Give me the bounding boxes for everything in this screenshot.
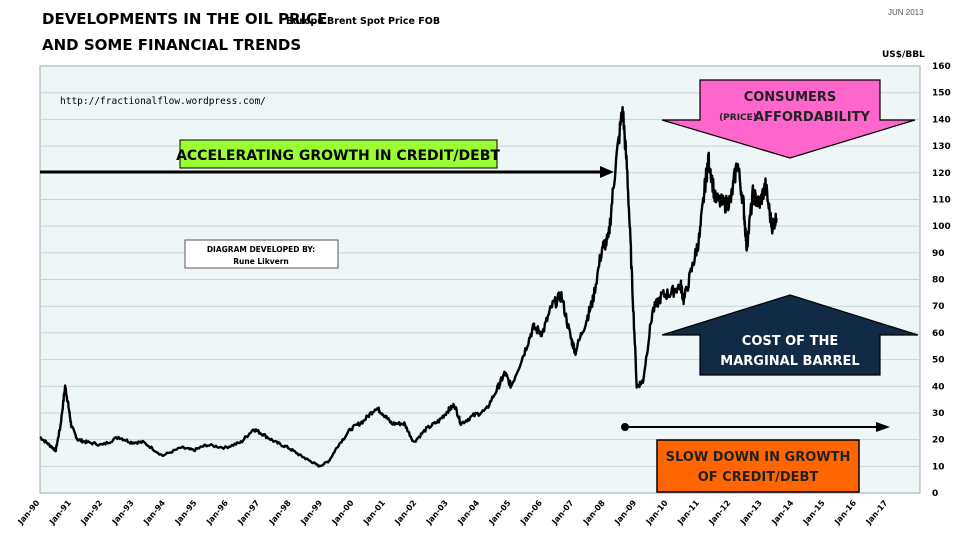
y-tick-label: 0 xyxy=(932,489,938,499)
accelerating-box xyxy=(179,139,498,169)
x-tick-label: Jan-03 xyxy=(424,499,450,527)
y-tick-label: 100 xyxy=(932,222,951,232)
x-tick-label: Jan-11 xyxy=(675,498,701,527)
x-tick-label: Jan-93 xyxy=(110,499,136,527)
y-tick-label: 110 xyxy=(932,195,951,205)
y-tick-label: 160 xyxy=(932,62,951,72)
x-tick-label: Jan-07 xyxy=(550,499,576,527)
x-tick-label: Jan-17 xyxy=(864,499,890,527)
cost-line1: COST OF THE xyxy=(742,334,838,349)
chart-title-line2: AND SOME FINANCIAL TRENDS xyxy=(42,36,301,54)
y-tick-label: 120 xyxy=(932,169,951,179)
x-tick-label: Jan-02 xyxy=(393,499,419,527)
x-tick-label: Jan-94 xyxy=(141,498,167,527)
consumers-line2: AFFORDABILITY xyxy=(754,110,870,125)
y-tick-label: 140 xyxy=(932,115,951,125)
y-tick-label: 40 xyxy=(932,382,945,392)
consumers-arrow xyxy=(661,79,916,159)
x-tick-label: Jan-99 xyxy=(298,498,324,527)
y-tick-label: 50 xyxy=(932,356,945,366)
arrowhead-icon xyxy=(876,422,890,432)
y-tick-label: 80 xyxy=(932,276,945,286)
y-tick-label: 60 xyxy=(932,329,945,339)
x-tick-label: Jan-12 xyxy=(707,499,733,527)
slowdown-line2: OF CREDIT/DEBT xyxy=(698,470,819,485)
brent-price-line xyxy=(39,105,778,468)
x-tick-label: Jan-04 xyxy=(455,498,481,527)
cost-arrow xyxy=(661,294,919,376)
x-tick-label: Jan-09 xyxy=(612,498,638,527)
x-tick-label: Jan-92 xyxy=(78,499,104,527)
x-tick-label: Jan-90 xyxy=(16,498,42,527)
slowdown-line1: SLOW DOWN IN GROWTH xyxy=(666,450,851,465)
y-tick-label: 90 xyxy=(932,249,945,259)
x-tick-label: Jan-00 xyxy=(330,498,356,527)
x-tick-label: Jan-98 xyxy=(267,498,293,527)
x-tick-label: Jan-96 xyxy=(204,498,230,527)
credit-name: Rune Likvern xyxy=(233,257,289,266)
chart-subtitle: Europe Brent Spot Price FOB xyxy=(286,16,440,27)
date-label: JUN 2013 xyxy=(888,8,924,17)
x-tick-label: Jan-16 xyxy=(832,498,858,527)
consumers-line1: CONSUMERS xyxy=(744,90,837,105)
x-tick-label: Jan-13 xyxy=(738,499,764,527)
x-tick-label: Jan-06 xyxy=(518,498,544,527)
y-tick-label: 130 xyxy=(932,142,951,152)
x-tick-label: Jan-95 xyxy=(173,498,199,527)
slowdown-box xyxy=(656,439,860,493)
y-tick-label: 10 xyxy=(932,462,945,472)
x-tick-label: Jan-01 xyxy=(361,498,387,527)
x-tick-label: Jan-10 xyxy=(644,498,670,527)
y-tick-label: 150 xyxy=(932,89,951,99)
consumers-price: (PRICE) xyxy=(719,113,757,123)
x-tick-label: Jan-15 xyxy=(801,498,827,527)
y-tick-label: 70 xyxy=(932,302,945,312)
x-tick-label: Jan-91 xyxy=(47,498,73,527)
x-tick-label: Jan-97 xyxy=(236,499,262,527)
credit-box xyxy=(184,239,339,269)
y-tick-label: 30 xyxy=(932,409,945,419)
x-tick-label: Jan-14 xyxy=(769,498,795,527)
source-url: http://fractionalflow.wordpress.com/ xyxy=(60,96,266,107)
cost-line2: MARGINAL BARREL xyxy=(720,354,859,369)
arrowhead-icon xyxy=(600,166,614,178)
y-tick-label: 20 xyxy=(932,436,945,446)
x-tick-label: Jan-08 xyxy=(581,498,607,527)
credit-title: DIAGRAM DEVELOPED BY: xyxy=(207,245,315,254)
y-axis-label: US$/BBL xyxy=(882,50,925,60)
x-tick-label: Jan-05 xyxy=(487,498,513,527)
chart-title: DEVELOPMENTS IN THE OIL PRICE xyxy=(42,10,327,28)
accelerating-label: ACCELERATING GROWTH IN CREDIT/DEBT xyxy=(176,148,500,164)
